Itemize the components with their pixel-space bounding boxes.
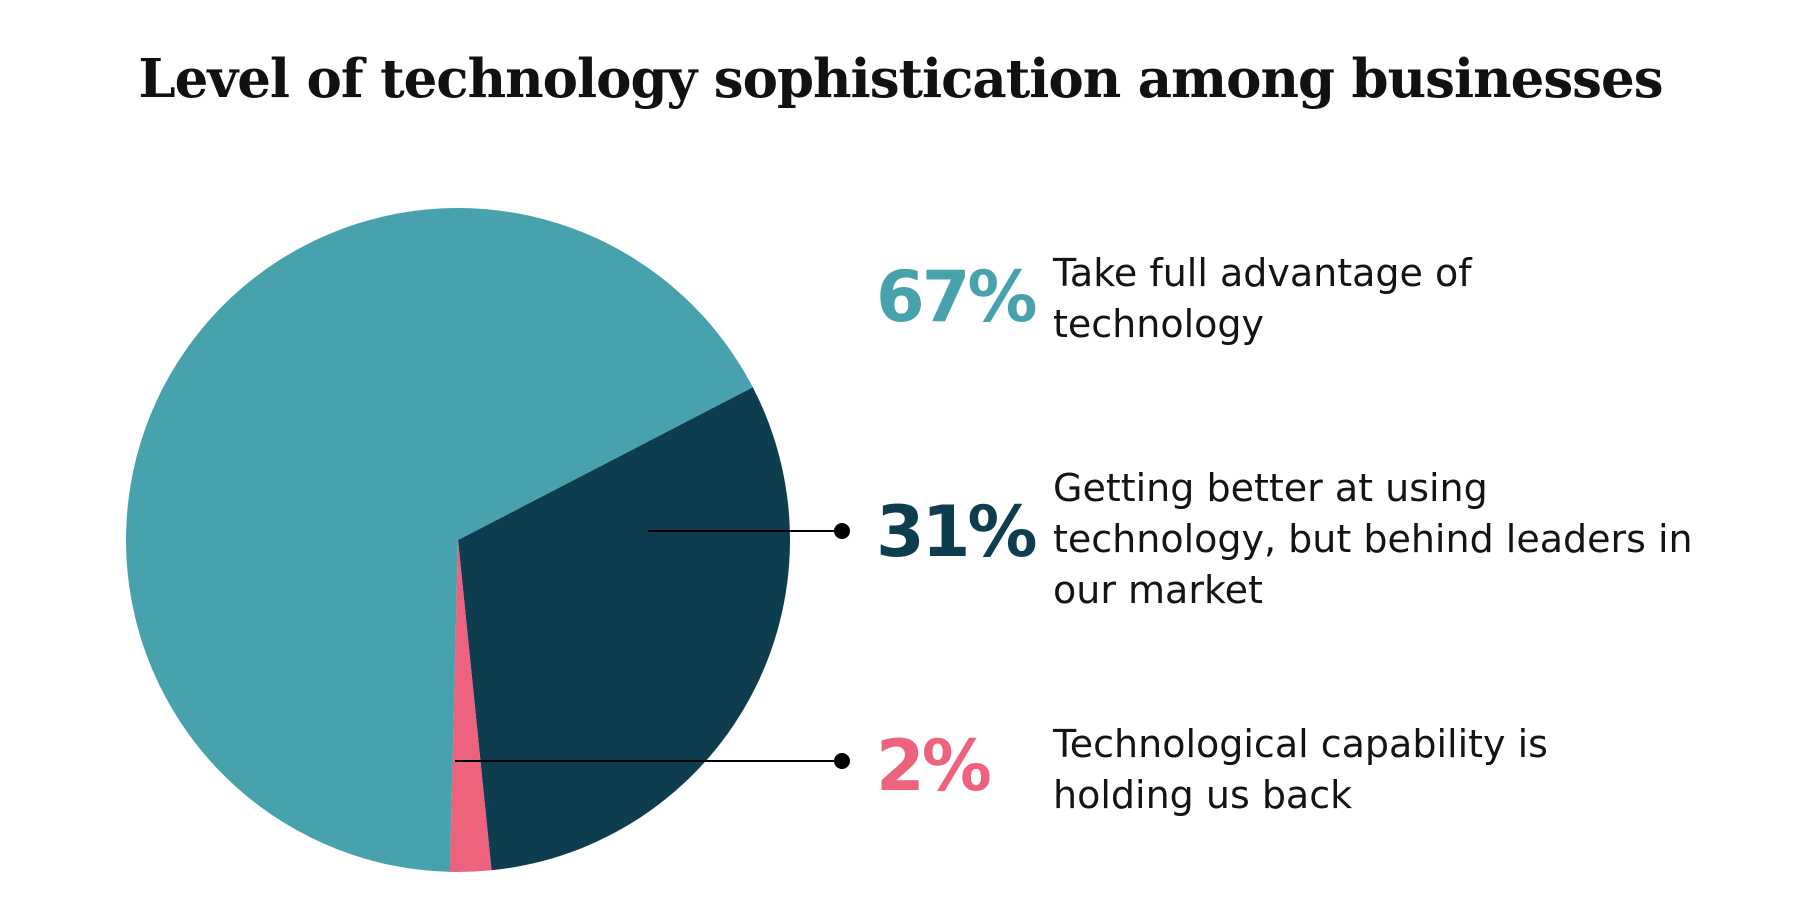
pie-slice-0 (125, 207, 753, 872)
legend-value-2: 2% (876, 725, 992, 807)
legend-value-1: 31% (876, 491, 1038, 573)
legend-label-1: Getting better at using technology, but … (1053, 466, 1693, 612)
leader-line-2-dot (834, 753, 850, 769)
chart-title: Level of technology sophistication among… (138, 48, 1663, 110)
legend-label-2: Technological capability is holding us b… (1053, 722, 1548, 817)
legend-label-0: Take full advantage of technology (1053, 251, 1472, 346)
pie-slice-2 (449, 540, 492, 872)
pie-slice-1 (458, 387, 790, 871)
legend-value-0: 67% (876, 256, 1038, 338)
leader-line-1-dot (834, 523, 850, 539)
